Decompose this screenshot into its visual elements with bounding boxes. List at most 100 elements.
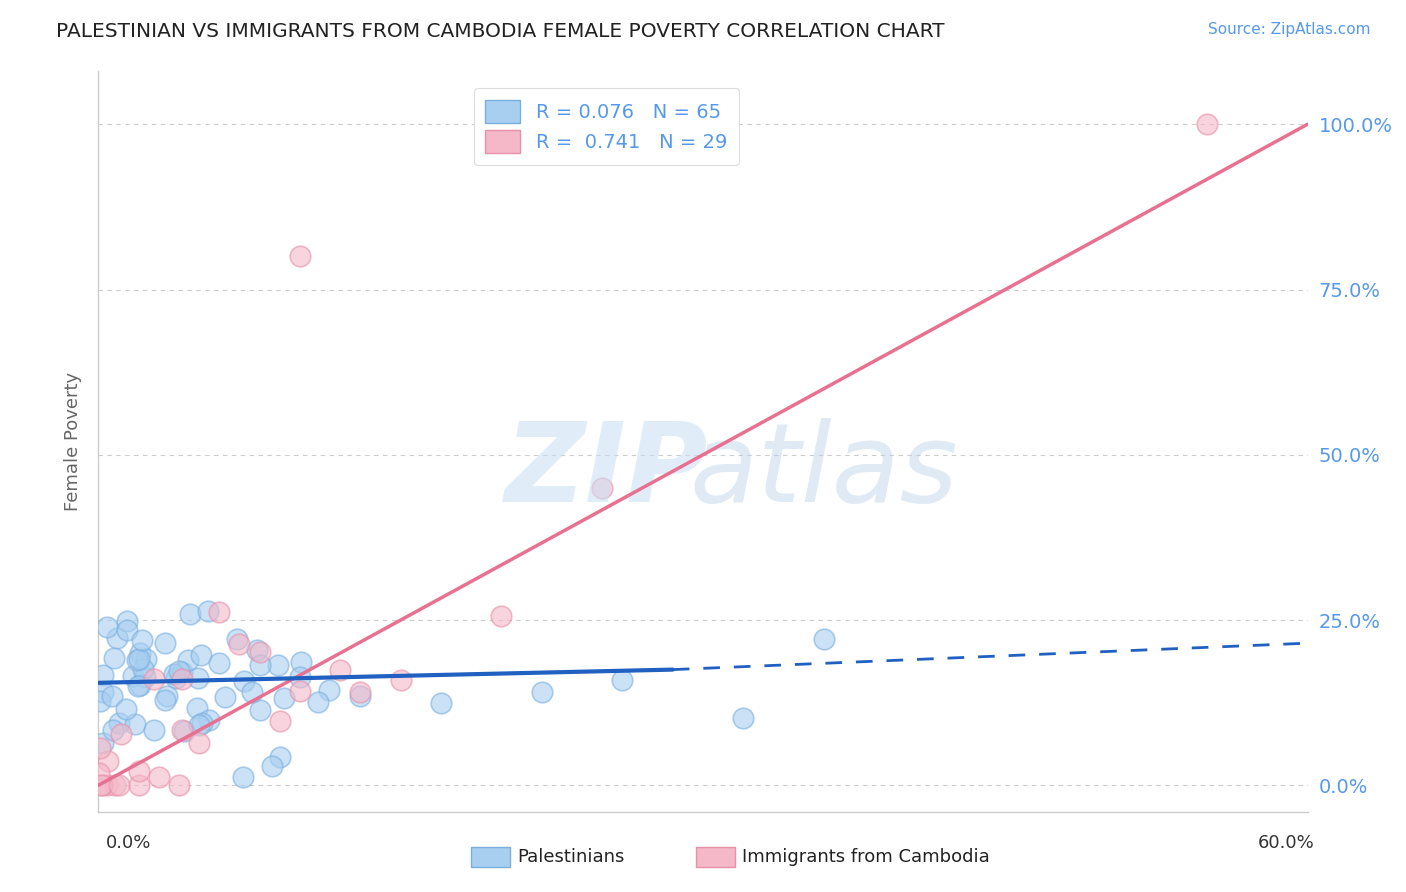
Point — [273, 691, 295, 706]
Point — [117, 615, 139, 629]
Point — [290, 655, 312, 669]
Point — [167, 664, 190, 678]
Point — [225, 632, 247, 647]
Point — [156, 689, 179, 703]
Point — [170, 723, 193, 738]
Point — [591, 481, 613, 495]
Point — [87, 766, 110, 780]
Point — [108, 716, 131, 731]
Point — [91, 668, 114, 682]
Text: PALESTINIAN VS IMMIGRANTS FROM CAMBODIA FEMALE POVERTY CORRELATION CHART: PALESTINIAN VS IMMIGRANTS FROM CAMBODIA … — [56, 22, 945, 41]
Text: Immigrants from Cambodia: Immigrants from Cambodia — [742, 848, 990, 866]
Point — [89, 694, 111, 708]
Point — [103, 651, 125, 665]
Point — [187, 717, 209, 731]
Point — [101, 723, 124, 737]
Point — [197, 604, 219, 618]
Point — [179, 607, 201, 621]
Point — [1195, 117, 1218, 131]
Point — [187, 671, 209, 685]
Point — [90, 778, 112, 792]
Text: atlas: atlas — [689, 417, 959, 524]
Point — [232, 674, 254, 689]
Point — [165, 672, 187, 686]
Point — [122, 669, 145, 683]
Point — [329, 664, 352, 678]
Text: 0.0%: 0.0% — [105, 834, 150, 852]
Point — [269, 750, 291, 764]
Point — [101, 689, 124, 703]
Point — [110, 726, 132, 740]
Point — [266, 657, 288, 672]
Point — [307, 695, 329, 709]
Point — [246, 643, 269, 657]
Y-axis label: Female Poverty: Female Poverty — [65, 372, 83, 511]
Point — [186, 701, 208, 715]
Point — [96, 620, 118, 634]
Point — [97, 754, 120, 768]
Text: Palestinians: Palestinians — [517, 848, 624, 866]
Point — [163, 666, 186, 681]
Point — [249, 645, 271, 659]
Point — [134, 670, 156, 684]
Point — [91, 685, 114, 699]
Point — [128, 778, 150, 792]
Point — [612, 673, 634, 688]
Point — [96, 778, 118, 792]
Point — [232, 771, 254, 785]
Text: Source: ZipAtlas.com: Source: ZipAtlas.com — [1208, 22, 1371, 37]
Point — [389, 673, 412, 687]
Point — [288, 670, 311, 684]
Point — [115, 702, 138, 716]
Point — [135, 652, 157, 666]
Point — [214, 690, 236, 704]
Point — [349, 689, 371, 703]
Point — [124, 717, 146, 731]
Point — [318, 683, 340, 698]
Point — [90, 778, 112, 792]
Point — [198, 714, 221, 728]
Point — [177, 653, 200, 667]
Point — [190, 648, 212, 662]
Point — [131, 632, 153, 647]
Point — [142, 673, 165, 687]
Point — [132, 662, 155, 676]
Point — [170, 672, 193, 686]
Point — [813, 632, 835, 646]
Point — [733, 711, 755, 725]
Point — [430, 696, 453, 710]
Point — [107, 778, 129, 792]
Point — [240, 685, 263, 699]
Point — [172, 665, 194, 679]
Point — [129, 646, 152, 660]
Text: 60.0%: 60.0% — [1258, 834, 1315, 852]
Point — [208, 605, 231, 619]
Point — [249, 703, 271, 717]
Point — [167, 778, 190, 792]
Point — [491, 609, 513, 624]
Point — [105, 631, 128, 645]
Point — [155, 636, 177, 650]
Point — [249, 658, 271, 673]
Point — [127, 679, 149, 693]
Legend: R = 0.076   N = 65, R =  0.741   N = 29: R = 0.076 N = 65, R = 0.741 N = 29 — [474, 88, 740, 164]
Point — [142, 723, 165, 737]
Point — [125, 653, 148, 667]
Point — [188, 736, 211, 750]
Point — [128, 764, 150, 779]
Point — [89, 740, 111, 755]
Point — [262, 759, 284, 773]
Point — [269, 714, 291, 728]
Point — [228, 636, 250, 650]
Point — [288, 250, 311, 264]
Point — [148, 770, 170, 784]
Point — [190, 716, 212, 731]
Point — [128, 652, 150, 666]
Point — [91, 736, 114, 750]
Point — [104, 778, 127, 792]
Point — [288, 683, 311, 698]
Point — [129, 678, 152, 692]
Point — [530, 685, 553, 699]
Point — [173, 724, 195, 739]
Text: ZIP: ZIP — [505, 417, 709, 524]
